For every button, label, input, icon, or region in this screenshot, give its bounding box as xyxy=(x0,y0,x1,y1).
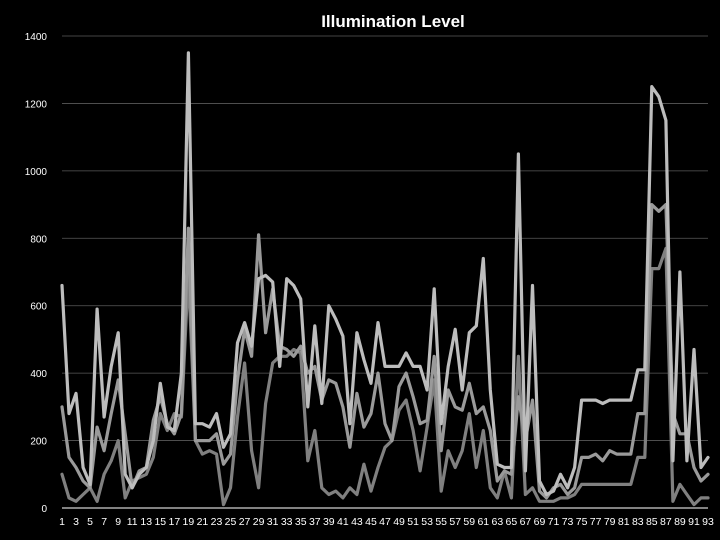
x-tick-label: 87 xyxy=(660,516,672,528)
x-tick-label: 71 xyxy=(548,516,560,528)
x-tick-label: 45 xyxy=(365,516,377,528)
chart-title: Illumination Level xyxy=(321,12,465,31)
x-tick-label: 83 xyxy=(632,516,644,528)
x-tick-label: 7 xyxy=(101,516,107,528)
x-tick-label: 37 xyxy=(309,516,321,528)
x-tick-label: 1 xyxy=(59,516,65,528)
x-tick-label: 35 xyxy=(295,516,307,528)
x-tick-label: 13 xyxy=(140,516,152,528)
x-tick-label: 89 xyxy=(674,516,686,528)
y-tick-label: 1000 xyxy=(25,167,48,178)
x-tick-label: 49 xyxy=(393,516,405,528)
x-tick-label: 29 xyxy=(253,516,265,528)
y-tick-label: 400 xyxy=(30,369,47,380)
x-tick-label: 17 xyxy=(169,516,181,528)
x-tick-label: 33 xyxy=(281,516,293,528)
x-tick-label: 5 xyxy=(87,516,93,528)
x-tick-label: 11 xyxy=(127,516,138,528)
x-tick-label: 67 xyxy=(520,516,532,528)
x-tick-label: 21 xyxy=(197,516,209,528)
x-tick-label: 69 xyxy=(534,516,546,528)
y-tick-label: 600 xyxy=(30,302,47,313)
x-tick-label: 59 xyxy=(463,516,475,528)
x-tick-label: 93 xyxy=(702,516,714,528)
x-tick-label: 25 xyxy=(225,516,237,528)
y-tick-label: 1200 xyxy=(25,99,48,110)
x-tick-label: 75 xyxy=(576,516,588,528)
x-tick-label: 73 xyxy=(562,516,574,528)
x-tick-label: 51 xyxy=(407,516,419,528)
x-tick-label: 63 xyxy=(492,516,504,528)
y-tick-label: 200 xyxy=(30,437,47,448)
x-tick-label: 23 xyxy=(211,516,223,528)
x-tick-label: 19 xyxy=(183,516,195,528)
x-tick-label: 79 xyxy=(604,516,616,528)
x-tick-label: 9 xyxy=(115,516,121,528)
x-tick-label: 41 xyxy=(337,516,349,528)
x-axis-ticks: 1 3 5 7 9 11 13 15 17 19 21 23 25 27 29 31 33 35 37 39 41 43 4… xyxy=(59,516,714,528)
x-tick-label: 85 xyxy=(646,516,658,528)
y-tick-label: 0 xyxy=(41,504,47,515)
x-tick-label: 31 xyxy=(267,516,279,528)
y-tick-label: 1400 xyxy=(25,32,48,43)
x-tick-label: 55 xyxy=(435,516,447,528)
y-axis-ticks: 0 200 400 600 800 1000 1200 1400 xyxy=(25,32,48,515)
x-tick-label: 57 xyxy=(449,516,461,528)
x-tick-label: 81 xyxy=(618,516,630,528)
gridlines xyxy=(62,35,708,509)
x-tick-label: 61 xyxy=(477,516,489,528)
series-line-1 xyxy=(60,51,710,497)
x-tick-label: 43 xyxy=(351,516,363,528)
x-tick-label: 77 xyxy=(590,516,602,528)
y-tick-label: 800 xyxy=(30,234,47,245)
x-tick-label: 15 xyxy=(154,516,166,528)
x-tick-label: 47 xyxy=(379,516,391,528)
x-tick-label: 39 xyxy=(323,516,335,528)
series-lines xyxy=(60,51,710,507)
x-tick-label: 53 xyxy=(421,516,433,528)
x-tick-label: 91 xyxy=(688,516,700,528)
x-tick-label: 65 xyxy=(506,516,518,528)
x-tick-label: 3 xyxy=(73,516,79,528)
x-tick-label: 27 xyxy=(239,516,251,528)
